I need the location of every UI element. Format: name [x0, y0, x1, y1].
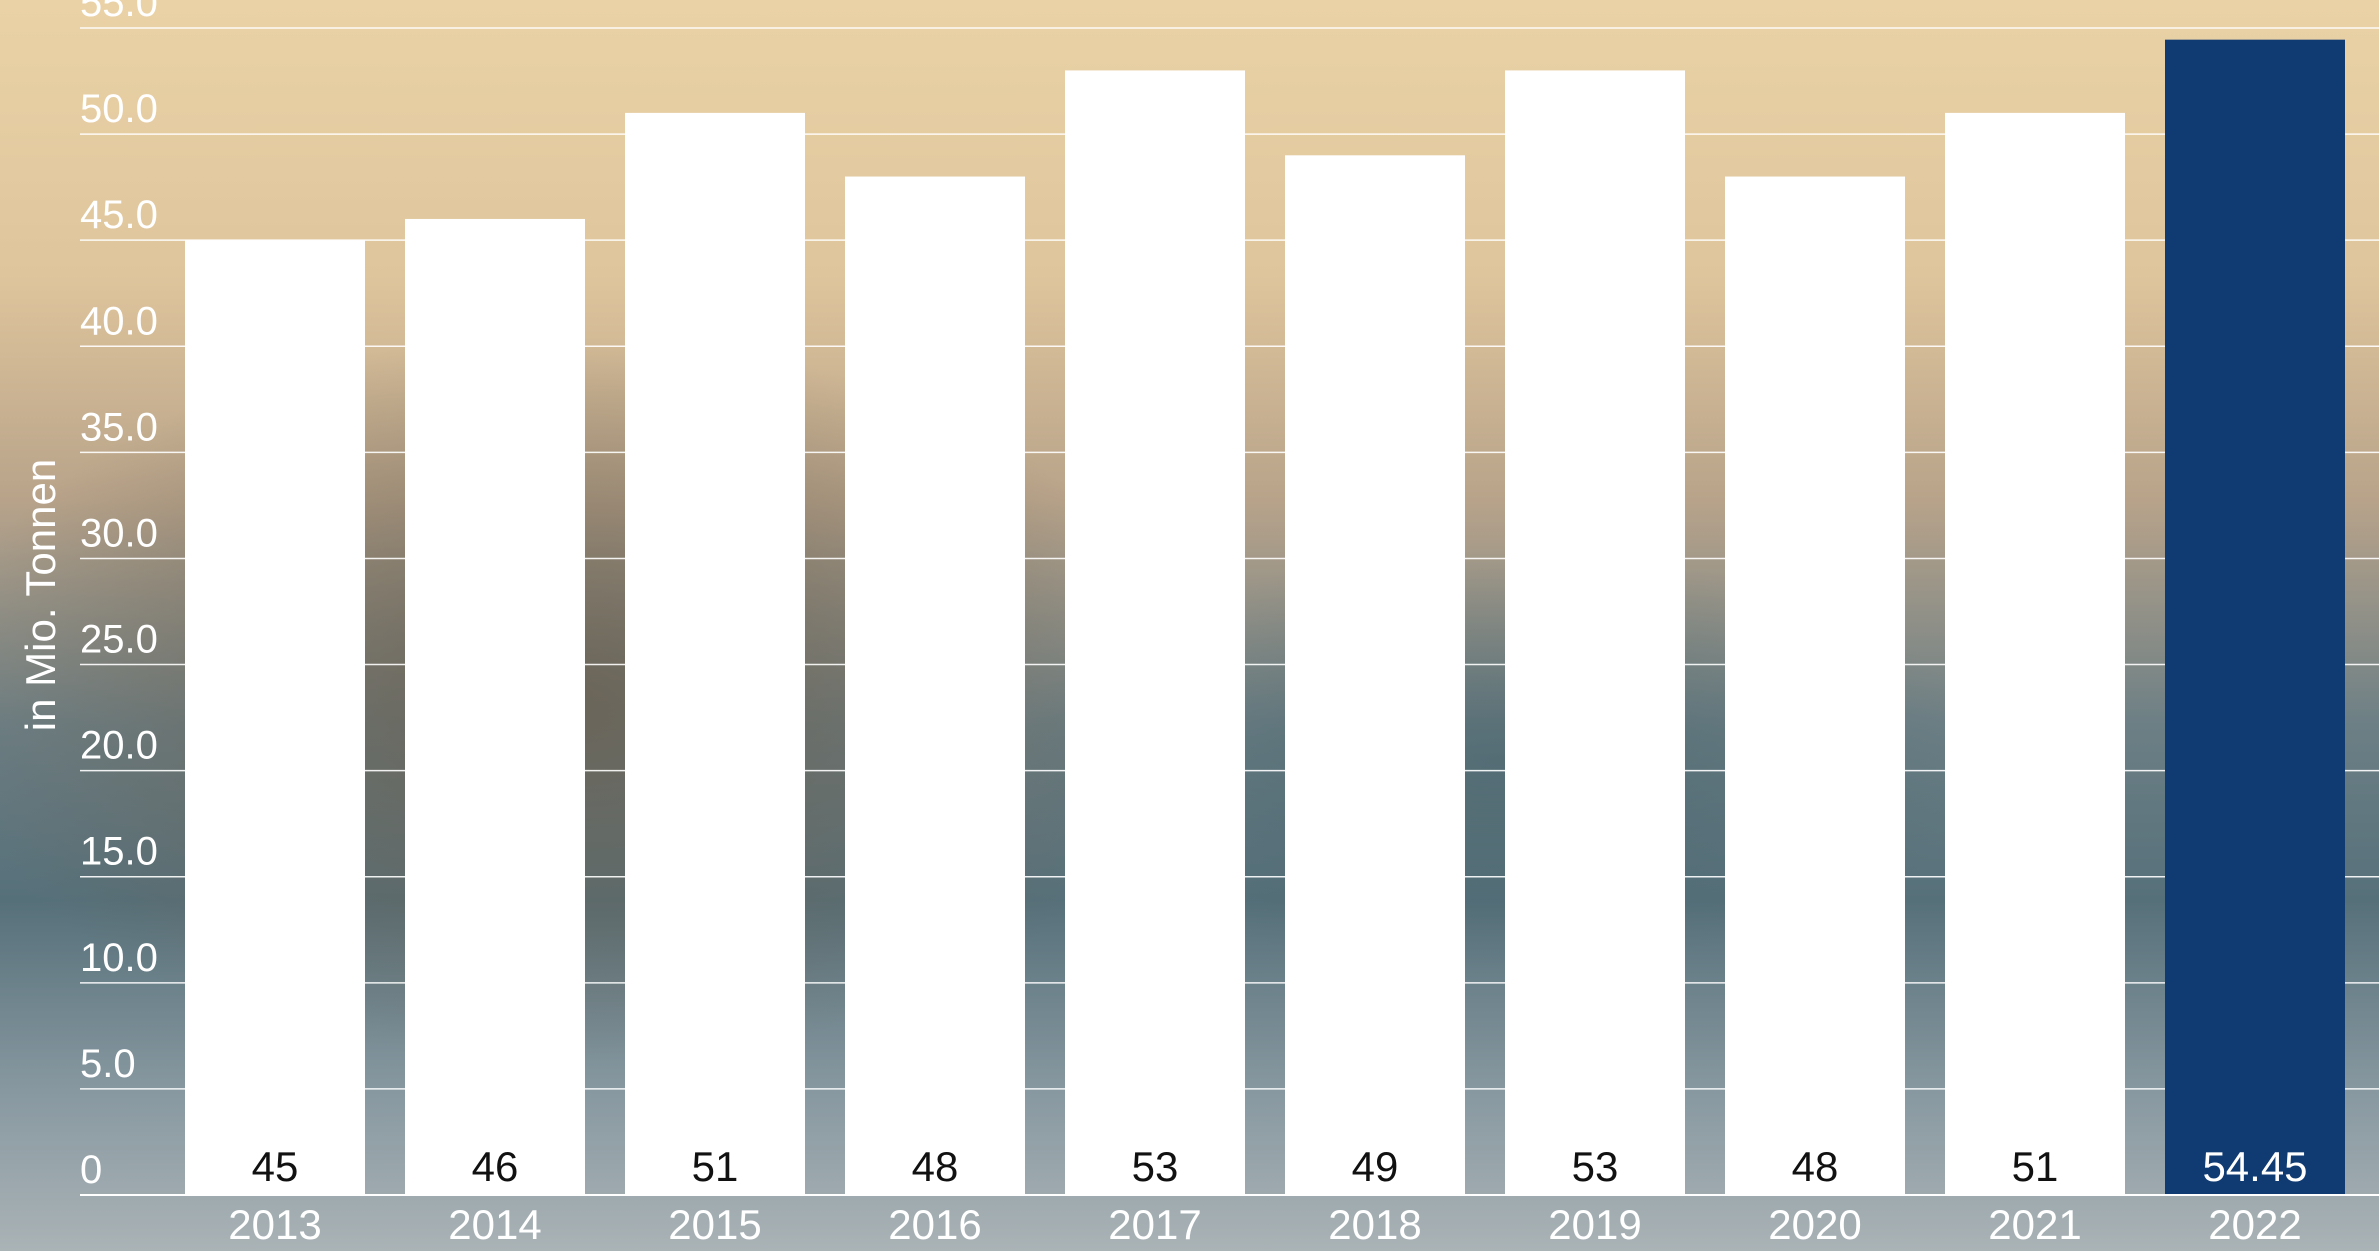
- x-tick-label: 2017: [1108, 1201, 1201, 1248]
- bar-value-label: 51: [692, 1143, 739, 1190]
- y-tick-label: 30.0: [80, 511, 158, 555]
- bar-value-label: 48: [1792, 1143, 1839, 1190]
- bar-2019: [1505, 70, 1685, 1195]
- y-axis-ticks: 0 5.0 10.0 15.0 20.0 25.0 30.0 35.0 40.0 45.0 50.0…: [80, 0, 158, 1192]
- bar-value-label: 54.45: [2202, 1143, 2307, 1190]
- y-tick-label: 0: [80, 1148, 102, 1192]
- bars: 45 46 51 48 53 49 53 48 51 54.45: [185, 39, 2345, 1196]
- x-tick-label: 2021: [1988, 1201, 2081, 1248]
- bar-2014: [405, 218, 585, 1196]
- bar-2015: [625, 112, 805, 1196]
- x-axis-labels: 2013 2014 2015 2016 2017 2018 2019 2020 2021 2022: [228, 1201, 2301, 1248]
- x-tick-label: 2019: [1548, 1201, 1641, 1248]
- bar-2013: [185, 240, 365, 1195]
- bar-2021: [1945, 112, 2125, 1196]
- bar-value-label: 53: [1572, 1143, 1619, 1190]
- bar-value-label: 46: [472, 1143, 519, 1190]
- y-tick-label: 45.0: [80, 193, 158, 237]
- bar-2016: [845, 176, 1025, 1195]
- bar-2018: [1285, 155, 1465, 1196]
- bar-2022: [2165, 39, 2345, 1195]
- y-tick-label: 50.0: [80, 87, 158, 131]
- y-tick-label: 55.0: [80, 0, 158, 25]
- x-tick-label: 2015: [668, 1201, 761, 1248]
- bar-2017: [1065, 70, 1245, 1195]
- bar-value-label: 53: [1132, 1143, 1179, 1190]
- bar-value-label: 45: [252, 1143, 299, 1190]
- x-tick-label: 2018: [1328, 1201, 1421, 1248]
- y-tick-label: 5.0: [80, 1042, 136, 1086]
- y-tick-label: 40.0: [80, 299, 158, 343]
- y-tick-label: 15.0: [80, 830, 158, 874]
- x-tick-label: 2014: [448, 1201, 541, 1248]
- bar-2020: [1725, 176, 1905, 1195]
- bar-value-label: 51: [2012, 1143, 2059, 1190]
- y-axis-label: in Mio. Tonnen: [17, 459, 64, 731]
- x-tick-label: 2013: [228, 1201, 321, 1248]
- y-tick-label: 10.0: [80, 936, 158, 980]
- bar-value-label: 49: [1352, 1143, 1399, 1190]
- bar-value-label: 48: [912, 1143, 959, 1190]
- y-tick-label: 20.0: [80, 724, 158, 768]
- y-tick-label: 25.0: [80, 618, 158, 662]
- x-tick-label: 2020: [1768, 1201, 1861, 1248]
- y-tick-label: 35.0: [80, 405, 158, 449]
- x-tick-label: 2022: [2208, 1201, 2301, 1248]
- x-tick-label: 2016: [888, 1201, 981, 1248]
